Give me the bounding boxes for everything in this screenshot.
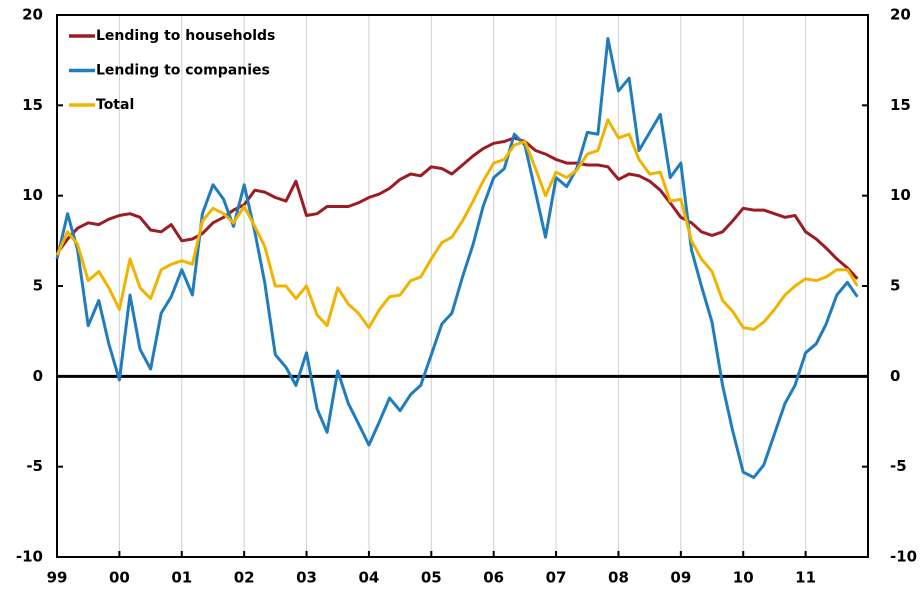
y2-tick-label: -5 [890,457,907,475]
y-tick-label: 5 [33,277,43,295]
y-tick-label: 15 [22,96,43,114]
y2-tick-label: 5 [890,277,900,295]
x-tick-label: 00 [109,569,130,587]
legend-label: Lending to households [96,28,275,44]
x-tick-label: 09 [670,569,691,587]
y2-tick-label: 20 [890,6,911,24]
y-tick-label: -10 [16,548,43,566]
legend-label: Total [96,97,134,113]
y-tick-label: 20 [22,6,43,24]
plot-frame [56,14,869,558]
x-tick-label: 01 [171,569,192,587]
series-line [55,37,859,479]
x-tick-label: 04 [358,569,379,587]
y2-tick-label: 0 [890,367,900,385]
x-tick-label: 06 [483,569,504,587]
x-tick-label: 02 [234,569,255,587]
series-line [55,136,859,280]
series-line [55,118,859,331]
legend-label: Lending to companies [96,63,270,79]
x-tick-label: 03 [296,569,317,587]
y-tick-label: 10 [22,186,43,204]
x-tick-label: 11 [795,569,816,587]
y-tick-label: 0 [33,367,43,385]
y2-tick-label: -10 [890,548,917,566]
x-tick-label: 08 [608,569,629,587]
x-tick-label: 05 [421,569,442,587]
x-tick-label: 10 [733,569,754,587]
x-tick-label: 07 [546,569,567,587]
y-tick-label: -5 [26,457,43,475]
y2-tick-label: 15 [890,96,911,114]
x-tick-label: 99 [47,569,68,587]
y2-tick-label: 10 [890,186,911,204]
